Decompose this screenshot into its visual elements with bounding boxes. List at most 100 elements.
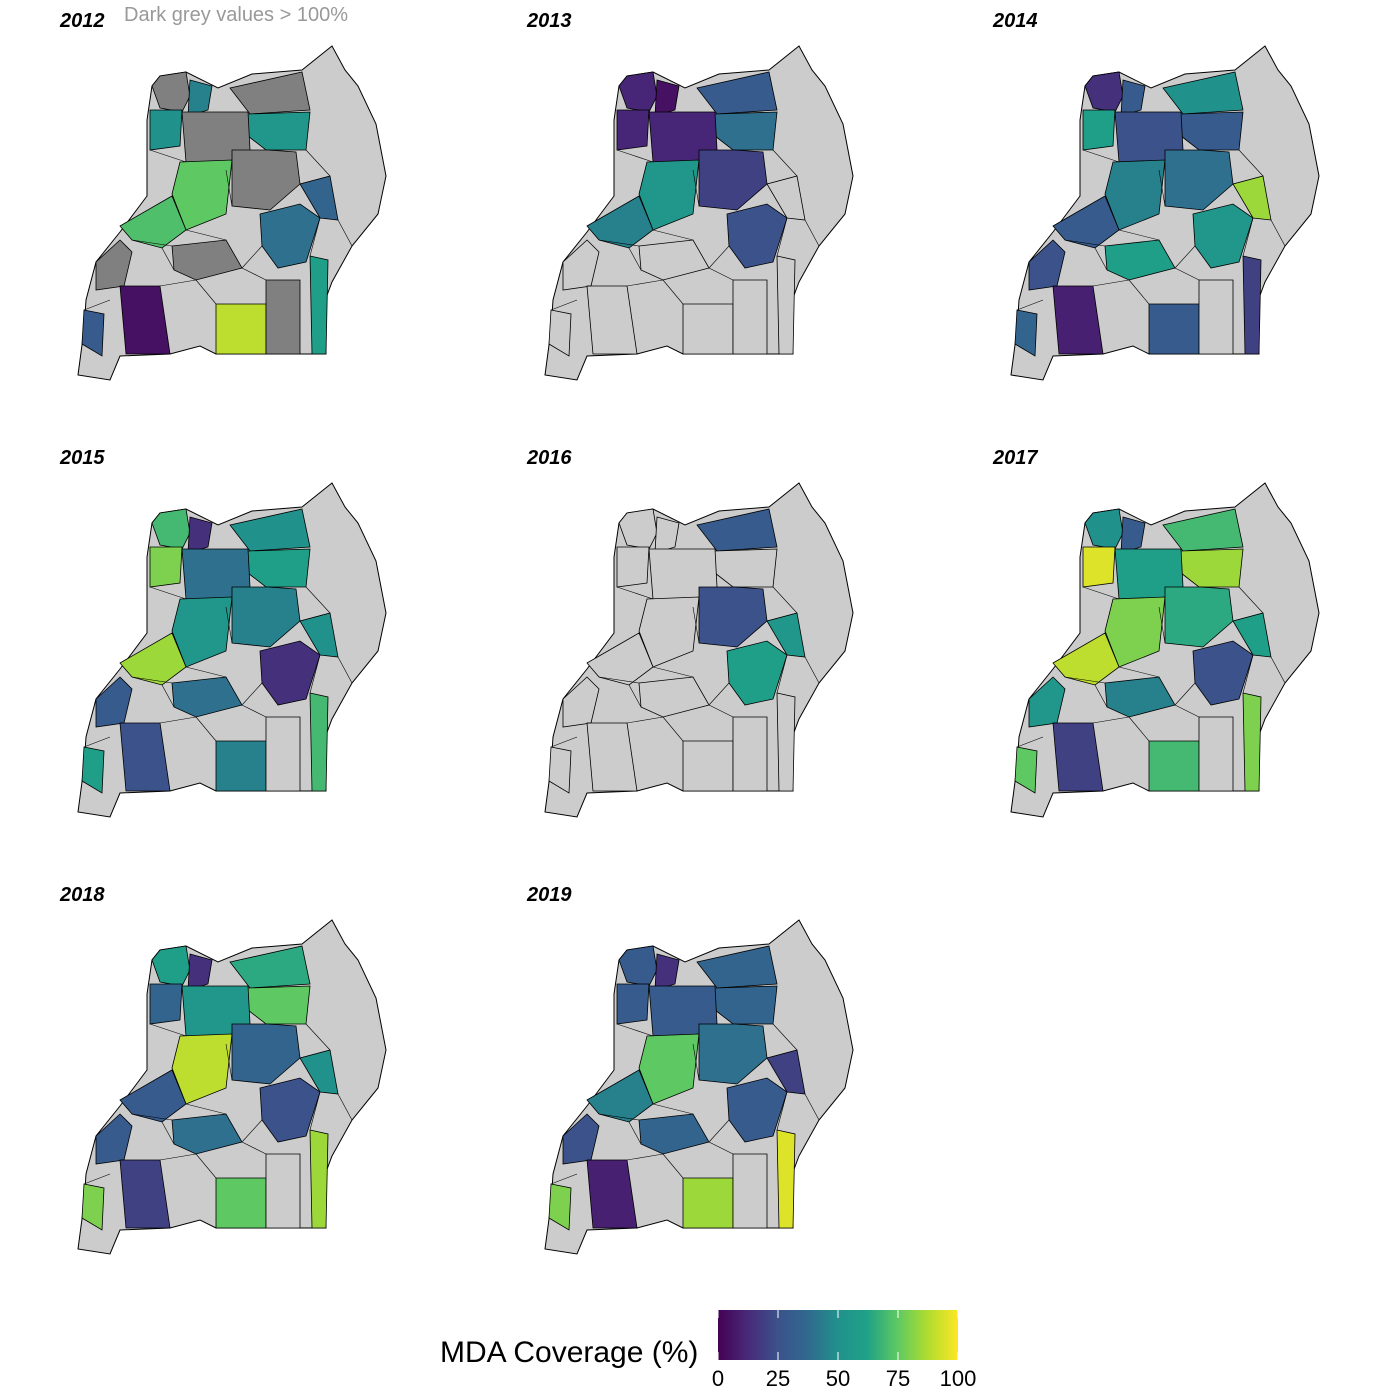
district-border	[776, 654, 788, 694]
district-border	[708, 1119, 730, 1143]
district-polygon	[81, 746, 105, 794]
district-polygon	[616, 109, 650, 151]
district-border	[1174, 682, 1196, 706]
district-polygon	[215, 303, 267, 355]
district-polygon	[119, 285, 171, 355]
map-panel: 2014	[933, 0, 1399, 436]
district-polygon	[638, 596, 700, 668]
district-border	[83, 736, 111, 748]
district-polygon	[95, 676, 133, 728]
uganda-map	[1010, 482, 1320, 818]
district-polygon	[171, 676, 243, 718]
district-border	[662, 716, 684, 742]
district-polygon	[1104, 676, 1176, 718]
district-border	[1232, 612, 1264, 622]
district-border	[131, 1113, 173, 1121]
district-border	[305, 149, 331, 177]
district-border	[149, 149, 187, 163]
uganda-map	[77, 919, 387, 1255]
district-border	[708, 1141, 734, 1155]
district-border	[776, 1091, 788, 1131]
district-polygon	[1104, 239, 1176, 281]
district-border	[159, 279, 197, 287]
district-border	[626, 716, 664, 724]
district-polygon	[638, 159, 700, 231]
district-border	[772, 149, 798, 177]
district-polygon	[265, 279, 301, 355]
district-border	[1238, 149, 1264, 177]
district-border	[309, 217, 321, 257]
district-polygon	[1162, 508, 1244, 552]
uganda-map	[544, 45, 854, 381]
district-border	[1092, 716, 1130, 724]
district-border	[804, 219, 820, 247]
map-panel: 2018	[0, 874, 466, 1310]
district-polygon	[696, 71, 778, 115]
district-border	[337, 1093, 353, 1121]
district-polygon	[1052, 285, 1104, 355]
district-border	[1174, 267, 1200, 281]
over-100-note: Dark grey values > 100%	[124, 4, 349, 26]
district-border	[616, 1023, 654, 1037]
legend-tick-label: 100	[939, 1366, 977, 1391]
district-polygon	[776, 255, 796, 355]
district-polygon	[229, 945, 311, 989]
district-border	[1128, 716, 1150, 742]
district-border	[225, 606, 233, 644]
district-polygon	[1014, 309, 1038, 357]
district-polygon	[119, 722, 171, 792]
district-polygon	[1052, 632, 1120, 686]
district-border	[159, 716, 197, 724]
district-polygon	[654, 516, 680, 554]
district-border	[626, 1153, 664, 1161]
district-polygon	[1082, 546, 1116, 588]
district-border	[299, 175, 331, 185]
district-border	[692, 169, 700, 207]
map-panel: 2015	[0, 437, 466, 873]
district-border	[652, 666, 694, 678]
district-polygon	[682, 1177, 734, 1229]
district-border	[1158, 169, 1166, 207]
district-border	[766, 612, 798, 622]
district-polygon	[95, 1113, 133, 1165]
district-border	[598, 239, 640, 247]
district-polygon	[696, 508, 778, 552]
district-polygon	[119, 195, 187, 249]
district-border	[626, 279, 664, 287]
district-border	[1064, 239, 1106, 247]
district-border	[241, 245, 263, 269]
district-border	[337, 219, 353, 247]
district-border	[241, 682, 263, 706]
panel-year-title: 2019	[527, 884, 572, 906]
district-polygon	[682, 740, 734, 792]
district-border	[708, 682, 730, 706]
district-border	[299, 612, 331, 622]
district-border	[804, 1093, 820, 1121]
district-border	[195, 1153, 217, 1179]
district-border	[159, 1153, 197, 1161]
district-polygon	[187, 79, 213, 117]
district-border	[550, 299, 578, 311]
district-border	[131, 239, 173, 247]
district-border	[309, 654, 321, 694]
district-polygon	[265, 1153, 301, 1229]
district-polygon	[119, 1069, 187, 1123]
legend-title: MDA Coverage (%)	[440, 1336, 699, 1369]
district-polygon	[1148, 740, 1200, 792]
district-border	[1158, 606, 1166, 644]
district-border	[598, 676, 640, 684]
district-border	[708, 704, 734, 718]
district-polygon	[586, 722, 638, 792]
district-polygon	[229, 71, 311, 115]
district-border	[772, 586, 798, 614]
district-polygon	[732, 1153, 768, 1229]
district-border	[1016, 299, 1044, 311]
district-polygon	[638, 239, 710, 281]
district-border	[225, 169, 233, 207]
district-polygon	[119, 1159, 171, 1229]
district-polygon	[562, 1113, 600, 1165]
district-border	[1094, 684, 1108, 708]
district-border	[766, 175, 798, 185]
district-border	[708, 267, 734, 281]
district-border	[652, 1103, 694, 1115]
